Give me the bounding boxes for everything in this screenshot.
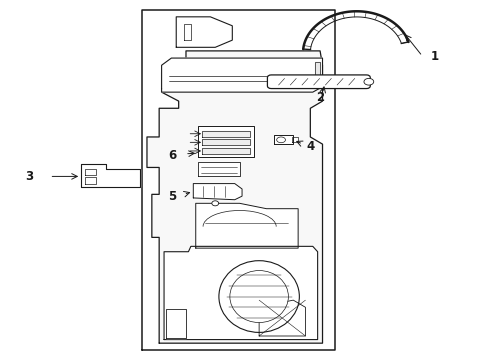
Polygon shape — [166, 309, 185, 338]
Text: 2: 2 — [315, 91, 324, 104]
Polygon shape — [163, 246, 317, 339]
Text: 4: 4 — [305, 140, 314, 153]
Text: 3: 3 — [25, 170, 33, 183]
Ellipse shape — [229, 271, 288, 323]
Polygon shape — [198, 162, 239, 176]
Circle shape — [211, 201, 218, 206]
Ellipse shape — [219, 261, 299, 332]
Polygon shape — [195, 203, 298, 248]
Polygon shape — [81, 164, 140, 187]
FancyBboxPatch shape — [267, 75, 369, 89]
Polygon shape — [202, 148, 250, 154]
Ellipse shape — [363, 78, 373, 85]
Polygon shape — [202, 131, 250, 136]
Text: 1: 1 — [430, 50, 438, 63]
Polygon shape — [198, 126, 254, 157]
Polygon shape — [259, 300, 305, 336]
Polygon shape — [147, 51, 322, 343]
Polygon shape — [292, 137, 298, 142]
Ellipse shape — [276, 137, 285, 143]
Polygon shape — [142, 10, 334, 350]
Text: 6: 6 — [168, 149, 176, 162]
Polygon shape — [176, 17, 232, 47]
Polygon shape — [315, 62, 320, 87]
Text: 5: 5 — [168, 190, 176, 203]
Polygon shape — [202, 139, 250, 145]
Polygon shape — [273, 135, 293, 144]
Polygon shape — [193, 184, 242, 200]
Polygon shape — [161, 58, 322, 92]
